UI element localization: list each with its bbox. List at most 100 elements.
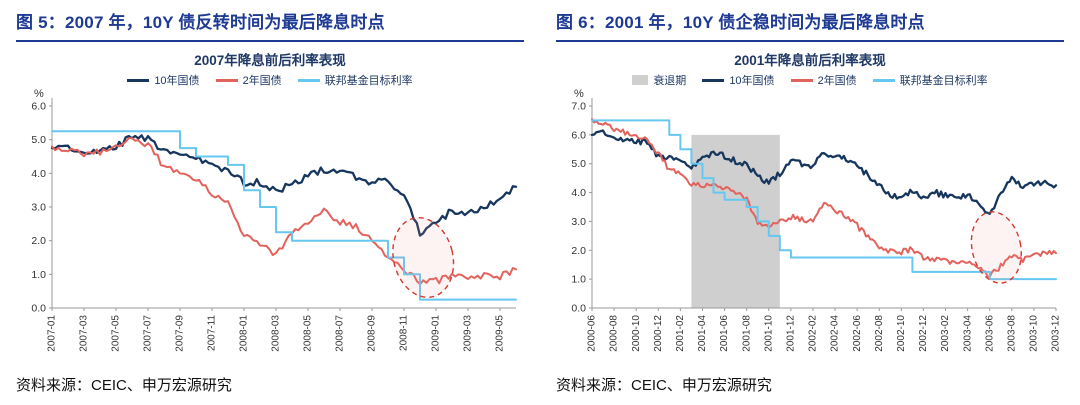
figure-panel-6: 图 6：2001 年，10Y 债企稳时间为最后降息时点 2001年降息前后利率表… <box>540 0 1080 405</box>
svg-text:2008-03: 2008-03 <box>271 315 282 352</box>
svg-text:5.0: 5.0 <box>31 134 46 146</box>
series-line-treasury-2y <box>51 137 517 286</box>
svg-text:2009-03: 2009-03 <box>463 315 474 352</box>
svg-text:2001-04: 2001-04 <box>697 315 708 352</box>
x-axis-labels: 2007-01 2007-03 2007-05 2007-07 2007-09 2007-… <box>47 315 506 352</box>
svg-text:2002-10: 2002-10 <box>896 315 907 352</box>
svg-text:2007-05: 2007-05 <box>111 315 122 352</box>
legend-item: 10年国债 <box>702 72 775 88</box>
svg-text:2001-06: 2001-06 <box>719 315 730 352</box>
legend-label: 联邦基金目标利率 <box>324 75 413 87</box>
svg-text:2002-08: 2002-08 <box>874 315 885 352</box>
svg-text:7.0: 7.0 <box>571 101 586 113</box>
svg-text:3.0: 3.0 <box>571 216 586 228</box>
axes <box>49 98 516 311</box>
figure-6-source-note: 资料来源：CEIC、申万宏源研究 <box>556 377 772 394</box>
legend-item: 10年国债 <box>127 72 200 88</box>
svg-text:2008-07: 2008-07 <box>335 315 346 352</box>
svg-text:2007-03: 2007-03 <box>79 315 90 352</box>
svg-text:2009-05: 2009-05 <box>495 315 506 352</box>
y-axis-labels: 0.0 1.0 2.0 3.0 4.0 5.0 6.0 <box>31 101 46 315</box>
legend-item: 联邦基金目标利率 <box>872 72 988 88</box>
y-axis-unit: % <box>34 88 44 100</box>
y-axis-labels: 0.0 1.0 2.0 3.0 4.0 5.0 6.0 7.0 <box>571 101 586 315</box>
figure-6-legend: 衰退期 10年国债 2年国债 联邦基金目标利率 <box>556 72 1064 88</box>
svg-text:4.0: 4.0 <box>31 168 46 180</box>
svg-text:1.0: 1.0 <box>571 274 586 286</box>
svg-text:2007-09: 2007-09 <box>175 315 186 352</box>
svg-text:2002-04: 2002-04 <box>830 315 841 352</box>
legend-label: 衰退期 <box>653 75 687 87</box>
svg-text:5.0: 5.0 <box>571 158 586 170</box>
figure-5-header: 图 5：2007 年，10Y 债反转时间为最后降息时点 <box>16 8 524 42</box>
legend-swatch-line <box>872 78 895 82</box>
svg-text:2000-06: 2000-06 <box>587 315 598 352</box>
svg-text:2009-01: 2009-01 <box>431 315 442 352</box>
x-axis-labels: 2000-06 2000-08 2000-10 2000-12 2001-02 2001-… <box>587 315 1062 352</box>
svg-text:2002-12: 2002-12 <box>918 315 929 352</box>
svg-text:2002-06: 2002-06 <box>852 315 863 352</box>
series-line-fed-funds-target <box>591 119 1057 281</box>
svg-text:2002-02: 2002-02 <box>808 315 819 352</box>
series-line-treasury-2y <box>591 118 1057 278</box>
svg-text:2007-11: 2007-11 <box>207 315 218 351</box>
legend-item: 联邦基金目标利率 <box>297 72 413 88</box>
figure-6-chart-title: 2001年降息前后利率表现 <box>734 53 886 68</box>
series-line-treasury-10y <box>590 129 1058 215</box>
legend-swatch-line <box>127 78 150 82</box>
svg-text:2.0: 2.0 <box>571 245 586 257</box>
svg-text:4.0: 4.0 <box>571 187 586 199</box>
legend-label: 联邦基金目标利率 <box>899 75 988 87</box>
svg-text:2001-08: 2001-08 <box>741 315 752 352</box>
legend-swatch-line <box>702 78 725 82</box>
svg-text:2003-02: 2003-02 <box>940 315 951 352</box>
highlight-ellipse <box>970 211 1022 284</box>
figure-6-header: 图 6：2001 年，10Y 债企稳时间为最后降息时点 <box>556 8 1064 42</box>
svg-text:2001-10: 2001-10 <box>763 315 774 352</box>
svg-text:2003-06: 2003-06 <box>984 315 995 352</box>
svg-text:2007-07: 2007-07 <box>143 315 154 352</box>
legend-item: 2年国债 <box>215 72 282 88</box>
svg-text:6.0: 6.0 <box>31 101 46 113</box>
y-axis-unit: % <box>574 88 584 100</box>
legend-label: 2年国债 <box>242 75 282 87</box>
legend-label: 10年国债 <box>729 75 775 87</box>
svg-text:2000-08: 2000-08 <box>609 315 620 352</box>
legend-label: 2年国债 <box>817 75 857 87</box>
svg-text:3.0: 3.0 <box>31 202 46 214</box>
svg-text:2003-10: 2003-10 <box>1029 315 1040 352</box>
svg-text:2003-04: 2003-04 <box>962 315 973 352</box>
svg-text:0.0: 0.0 <box>31 303 46 315</box>
legend-item: 2年国债 <box>790 72 857 88</box>
figure-5-chart-title: 2007年降息前后利率表现 <box>194 53 346 68</box>
legend-item: 衰退期 <box>632 72 686 88</box>
chart-2007-rate-performance: 0.01.02.03.04.05.06.0%2007-01 2007-03 2007… <box>31 88 518 352</box>
series-line-treasury-10y <box>50 134 518 237</box>
svg-text:2008-01: 2008-01 <box>239 315 250 352</box>
svg-text:2000-10: 2000-10 <box>631 315 642 352</box>
svg-text:2007-01: 2007-01 <box>47 315 58 352</box>
legend-swatch-line <box>790 78 813 82</box>
svg-text:6.0: 6.0 <box>571 129 586 141</box>
legend-swatch-line <box>215 78 238 82</box>
svg-text:2003-08: 2003-08 <box>1006 315 1017 352</box>
figure-panel-5: 图 5：2007 年，10Y 债反转时间为最后降息时点 2007年降息前后利率表… <box>16 8 524 394</box>
figure-5-legend: 10年国债 2年国债 联邦基金目标利率 <box>16 72 524 88</box>
figure-5-source-note: 资料来源：CEIC、申万宏源研究 <box>16 377 232 394</box>
chart-2001-rate-performance: 0.01.02.03.04.05.06.07.0%2000-06 2000-08 2… <box>571 88 1062 352</box>
svg-text:2008-09: 2008-09 <box>367 315 378 352</box>
svg-text:2003-12: 2003-12 <box>1051 315 1062 352</box>
legend-swatch-box <box>632 75 649 85</box>
svg-text:2001-02: 2001-02 <box>675 315 686 352</box>
series-line-fed-funds-target <box>51 130 517 301</box>
highlight-ellipse <box>392 216 455 299</box>
svg-text:2008-05: 2008-05 <box>303 315 314 352</box>
svg-text:1.0: 1.0 <box>31 269 46 281</box>
svg-text:2.0: 2.0 <box>31 235 46 247</box>
legend-label: 10年国债 <box>154 75 200 87</box>
svg-text:0.0: 0.0 <box>571 303 586 315</box>
svg-text:2000-12: 2000-12 <box>653 315 664 352</box>
svg-text:2001-12: 2001-12 <box>785 315 796 352</box>
svg-text:2008-11: 2008-11 <box>399 315 410 351</box>
